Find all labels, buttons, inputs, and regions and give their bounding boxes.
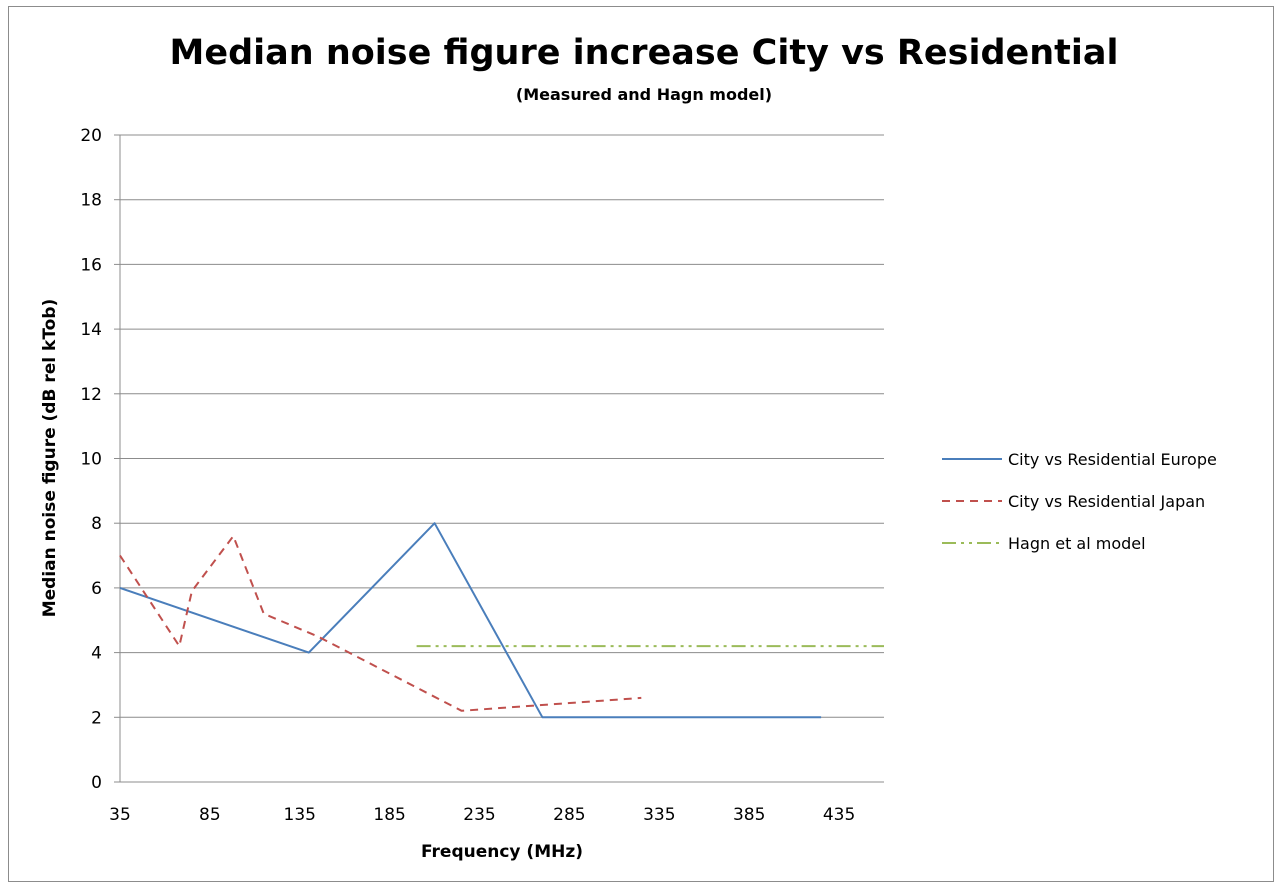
chart-title: Median noise figure increase City vs Res… (170, 33, 1119, 73)
legend-label-2: City vs Residential Japan (1008, 492, 1205, 511)
x-axis-ticks: 35 85 135 185 235 285 335 385 435 (109, 805, 855, 825)
series-lines (119, 522, 884, 719)
x-tick-label: 285 (553, 805, 585, 825)
legend-label-1: City vs Residential Europe (1008, 450, 1217, 469)
x-tick-label: 435 (823, 805, 855, 825)
y-tick-label: 14 (80, 320, 102, 340)
chart-subtitle: (Measured and Hagn model) (516, 85, 772, 104)
x-tick-label: 235 (463, 805, 495, 825)
y-axis-ticks: 0 2 4 6 8 10 12 14 16 18 20 (80, 126, 102, 793)
y-tick-label: 2 (91, 708, 102, 728)
chart-frame (8, 6, 1274, 882)
x-tick-label: 135 (284, 805, 316, 825)
y-tick-label: 8 (91, 514, 102, 534)
gridlines (114, 134, 884, 783)
y-tick-label: 12 (80, 385, 102, 405)
legend: City vs Residential Europe City vs Reside… (942, 450, 1217, 553)
x-tick-label: 185 (373, 805, 405, 825)
series-line-2 (119, 535, 642, 712)
y-tick-label: 0 (91, 773, 102, 793)
x-axis-title: Frequency (MHz) (421, 842, 583, 862)
y-tick-label: 20 (80, 126, 102, 146)
legend-label-3: Hagn et al model (1008, 534, 1146, 553)
y-axis-title: Median noise figure (dB rel kTob) (40, 299, 60, 618)
y-tick-label: 16 (80, 255, 102, 275)
y-tick-label: 4 (91, 644, 102, 664)
series-line-1 (119, 522, 822, 719)
y-tick-label: 6 (91, 579, 102, 599)
x-tick-label: 85 (199, 805, 221, 825)
y-tick-label: 18 (80, 191, 102, 211)
x-tick-label: 335 (643, 805, 675, 825)
y-tick-label: 10 (80, 450, 102, 470)
x-tick-label: 385 (733, 805, 765, 825)
x-tick-label: 35 (109, 805, 131, 825)
